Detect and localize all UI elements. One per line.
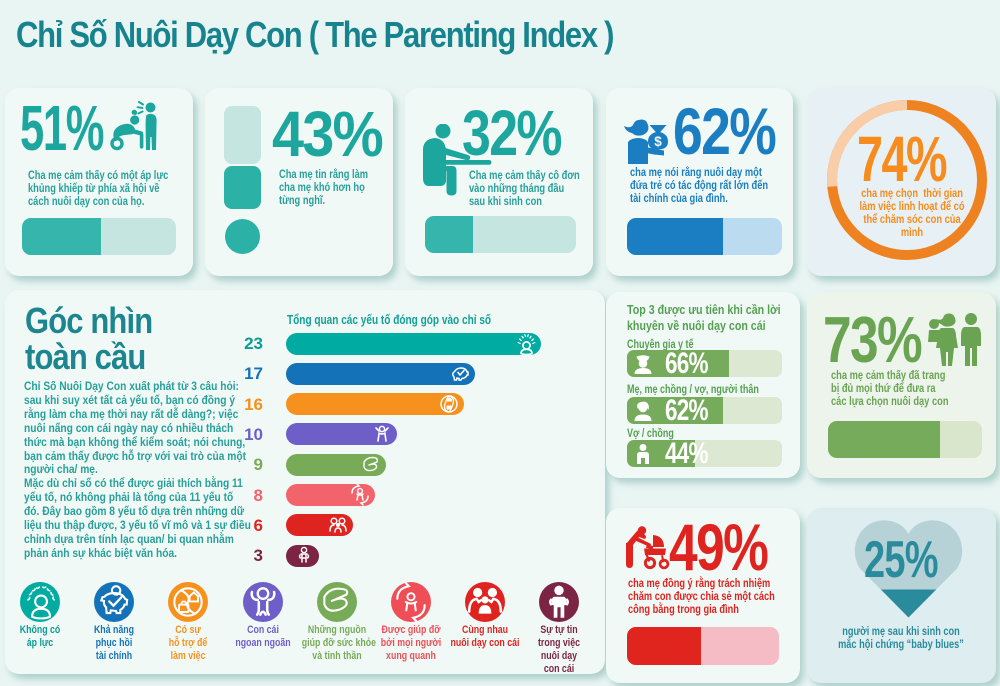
svg-text:$: $	[654, 134, 662, 149]
